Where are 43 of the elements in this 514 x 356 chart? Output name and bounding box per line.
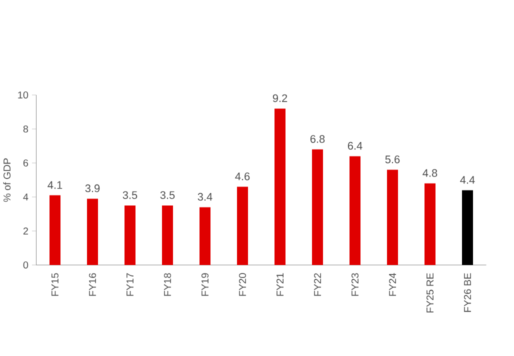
x-tick-label: FY15 bbox=[52, 273, 58, 296]
y-tick-label: 6 bbox=[23, 159, 28, 167]
x-tick-label: FY18 bbox=[164, 273, 172, 296]
data-label: 4.6 bbox=[235, 172, 250, 180]
data-label: 3.4 bbox=[198, 192, 212, 201]
y-tick-label: 4 bbox=[23, 194, 28, 200]
y-tick-label: 2 bbox=[23, 228, 28, 234]
x-tick-label: FY21 bbox=[276, 273, 284, 296]
x-tick-label: FY22 bbox=[314, 273, 321, 296]
bar bbox=[124, 206, 136, 265]
data-label: 3.9 bbox=[85, 184, 100, 192]
x-tick-label: FY17 bbox=[126, 273, 134, 296]
y-tick-label: 8 bbox=[23, 125, 28, 133]
data-label: 4.4 bbox=[460, 176, 475, 184]
bar bbox=[274, 108, 286, 265]
bar bbox=[312, 149, 324, 265]
bar bbox=[162, 206, 173, 265]
y-axis-title: % of GDP bbox=[3, 158, 11, 202]
y-tick-label: 10 bbox=[18, 91, 28, 99]
x-tick-label: FY19 bbox=[201, 273, 209, 296]
bar bbox=[237, 186, 248, 265]
data-label: 6.4 bbox=[348, 142, 362, 150]
data-label: 5.6 bbox=[385, 156, 400, 164]
data-label: 6.8 bbox=[310, 135, 325, 143]
data-label: 3.5 bbox=[160, 191, 175, 199]
bar bbox=[387, 170, 398, 265]
data-label: 9.2 bbox=[272, 94, 288, 102]
bar bbox=[462, 190, 474, 265]
data-label: 4.1 bbox=[48, 181, 62, 189]
data-label: 3.5 bbox=[122, 191, 138, 199]
y-tick-label: 0 bbox=[23, 261, 28, 269]
bar bbox=[350, 156, 361, 265]
bar bbox=[50, 195, 60, 265]
x-tick-label: FY26 BE bbox=[464, 273, 472, 312]
bar bbox=[424, 183, 436, 265]
x-tick-label: FY20 bbox=[238, 273, 246, 296]
data-label: 4.8 bbox=[422, 169, 438, 177]
x-tick-label: FY16 bbox=[88, 273, 96, 296]
x-tick-label: FY25 RE bbox=[426, 273, 434, 312]
bar bbox=[200, 207, 210, 265]
x-tick-label: FY24 bbox=[389, 273, 396, 296]
bar bbox=[87, 198, 98, 265]
x-tick-label: FY23 bbox=[351, 273, 359, 296]
